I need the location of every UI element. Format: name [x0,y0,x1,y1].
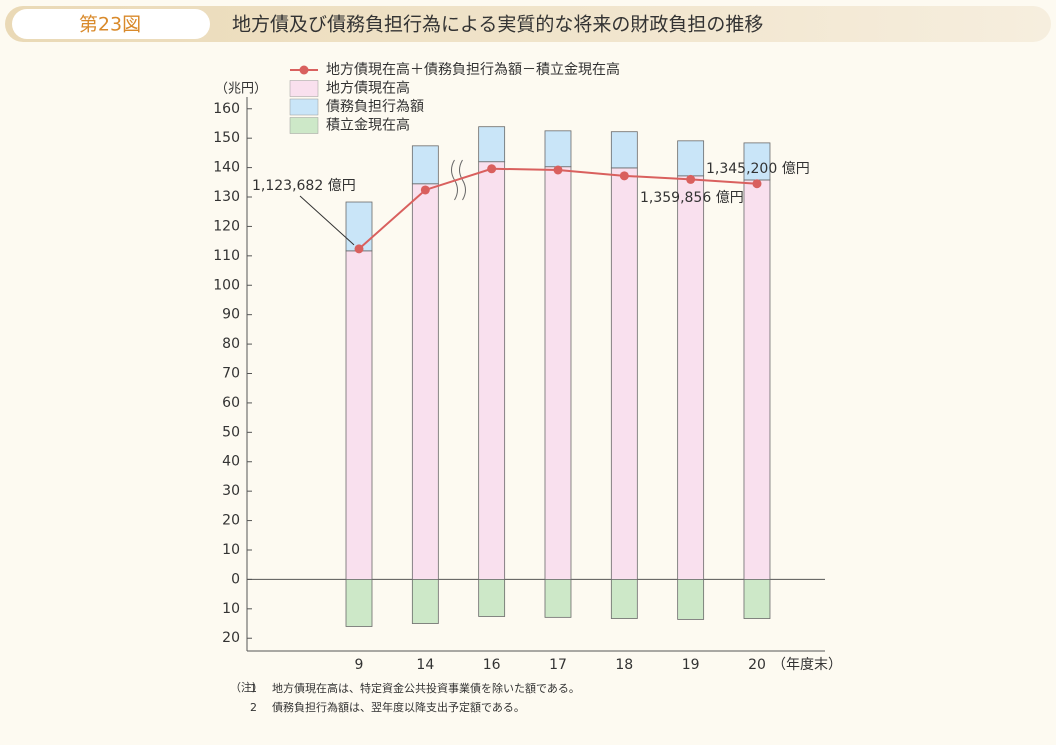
x-tick-label: 14 [416,657,434,673]
line-marker [752,179,762,189]
y-tick-label: 140 [213,160,240,176]
y-tick-label: 70 [222,366,240,382]
note-text: 債務負担行為額は、翌年度以降支出予定額である。 [272,700,525,714]
label-arrow [299,195,355,246]
y-tick-label: 160 [213,101,240,117]
y-tick-label: 30 [222,483,240,499]
axis-break [458,159,466,201]
note-label: （注） [230,680,263,694]
bar [478,126,506,163]
header-band [5,6,1051,42]
line-marker [487,164,497,174]
y-tick-label: 60 [222,395,240,411]
bar [411,183,439,580]
note-num: 2 [250,701,257,714]
legend-label: 積立金現在高 [326,117,410,134]
line-marker [420,185,430,195]
y-tick-label: 80 [222,336,240,352]
note-num: 1 [250,682,257,695]
note-text: 地方債現在高は、特定資金公共投資事業債を除いた額である。 [272,681,580,695]
bar [743,142,771,181]
x-tick-label: 18 [615,657,633,673]
bar [677,175,705,580]
y-tick-label: 130 [213,189,240,205]
value-label: 1,123,682 億円 [252,178,356,194]
bar [610,131,638,169]
bar [345,201,373,252]
y-unit: （兆円） [215,82,267,97]
legend-swatch [289,117,319,134]
y-tick-label: 100 [213,277,240,293]
legend-swatch [289,80,319,97]
line-marker [619,171,629,181]
x-tick-label: 9 [355,657,364,673]
bar [743,179,771,580]
y-tick-label: 40 [222,454,240,470]
line-marker [553,165,563,175]
label-pill [12,9,210,39]
bar [345,250,373,580]
y-tick-label: 90 [222,307,240,323]
y-tick-label: 20 [222,513,240,529]
value-label: 1,345,200 億円 [706,161,810,177]
bar [411,145,439,185]
bar [677,140,705,177]
bar [544,166,572,580]
legend-label: 地方債現在高＋債務負担行為額－積立金現在高 [326,61,620,78]
bar [610,579,638,619]
y-tick-label: 10 [222,601,240,617]
y-tick-label: 0 [231,571,240,587]
bar [544,579,572,618]
x-tick-label: 20 [748,657,766,673]
figure-title: 地方債及び債務負担行為による実質的な将来の財政負担の推移 [232,14,763,36]
legend-marker [299,65,309,75]
value-label: 1,359,856 億円 [640,190,744,206]
y-tick-label: 150 [213,130,240,146]
y-tick-label: 50 [222,424,240,440]
bar [544,130,572,168]
bar [677,579,705,620]
x-tick-label: 17 [549,657,567,673]
x-unit: （年度末） [772,657,842,673]
line-marker [354,244,364,254]
y-tick-label: 120 [213,218,240,234]
bar [411,579,439,624]
x-tick-label: 19 [682,657,700,673]
bar [478,161,506,580]
y-tick-label: 110 [213,248,240,264]
plot: （兆円）201001020304050607080901001101201301… [213,61,842,673]
x-tick-label: 16 [483,657,501,673]
line-marker [686,174,696,184]
legend-swatch [289,98,319,116]
bar [610,167,638,580]
bar [345,579,373,627]
legend-label: 地方債現在高 [326,80,410,97]
y-tick-label: 20 [222,630,240,646]
bar [743,579,771,619]
figure-label: 第23図 [79,14,141,36]
y-tick-label: 10 [222,542,240,558]
bar [478,579,506,617]
legend-label: 債務負担行為額 [326,99,424,115]
